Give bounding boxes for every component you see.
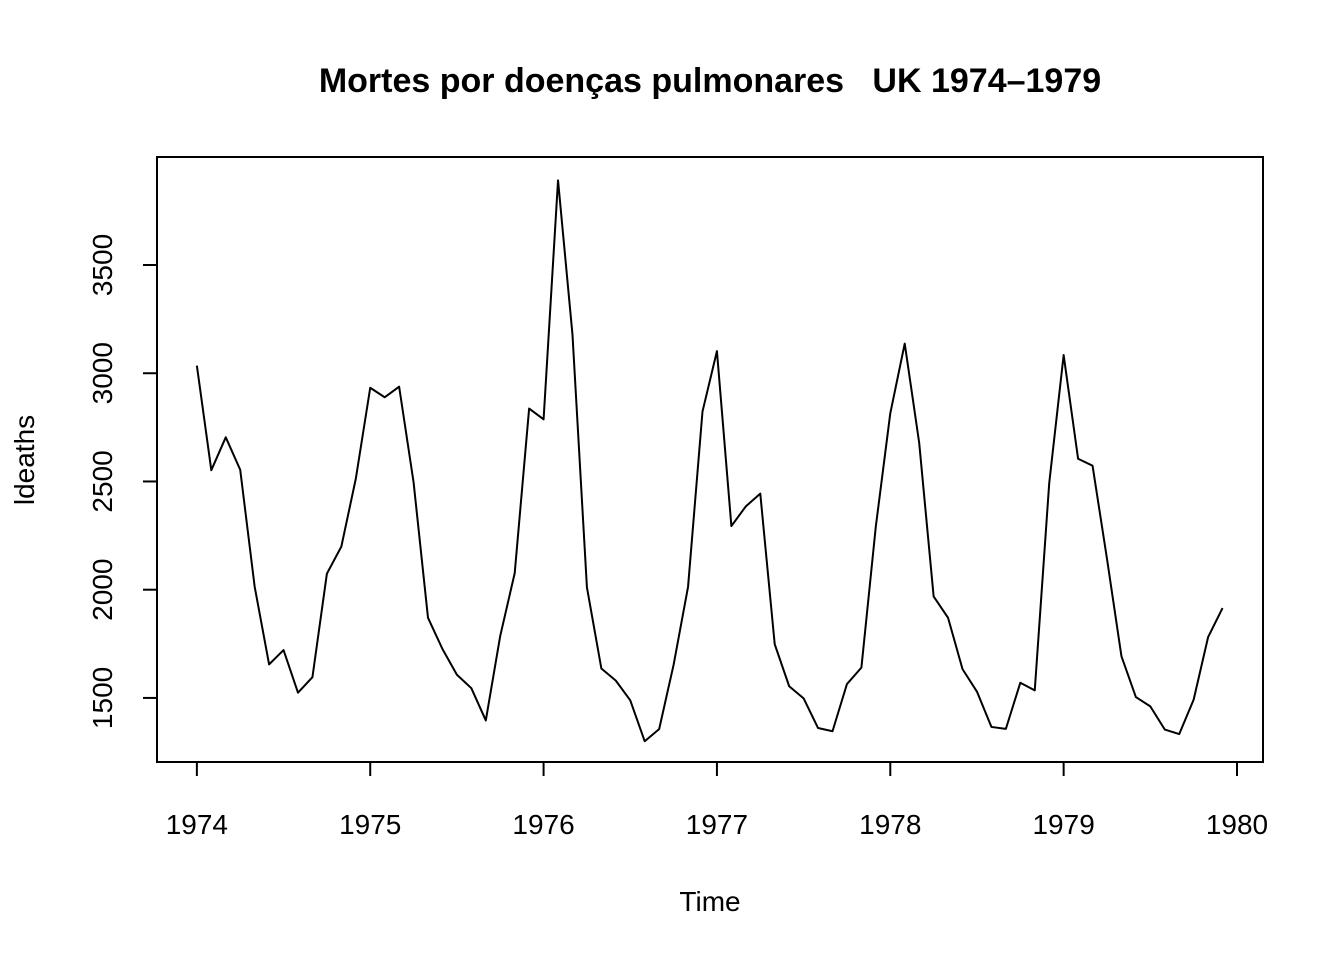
series-layer — [195, 179, 1224, 743]
x-tick-label: 1974 — [166, 809, 228, 840]
x-tick-label: 1978 — [859, 809, 921, 840]
x-axis: 1974 1975 1976 1977 1978 1979 1980 — [166, 761, 1268, 840]
series-line — [195, 179, 1224, 743]
y-tick-label: 3000 — [87, 342, 118, 404]
chart-title: Mortes por doenças pulmonares UK 1974–19… — [319, 62, 1101, 100]
x-tick-label: 1980 — [1206, 809, 1268, 840]
plot-frame — [156, 156, 1264, 763]
y-axis-label: ldeaths — [9, 415, 40, 505]
y-axis: 1500 2000 2500 3000 3500 — [87, 234, 158, 729]
x-tick-label: 1976 — [512, 809, 574, 840]
y-tick-label: 2500 — [87, 450, 118, 512]
y-tick-label: 1500 — [87, 667, 118, 729]
x-axis-label: Time — [679, 886, 740, 917]
y-tick-label: 3500 — [87, 234, 118, 296]
x-tick-label: 1977 — [686, 809, 748, 840]
x-tick-label: 1979 — [1032, 809, 1094, 840]
x-tick-label: 1975 — [339, 809, 401, 840]
y-tick-label: 2000 — [87, 559, 118, 621]
